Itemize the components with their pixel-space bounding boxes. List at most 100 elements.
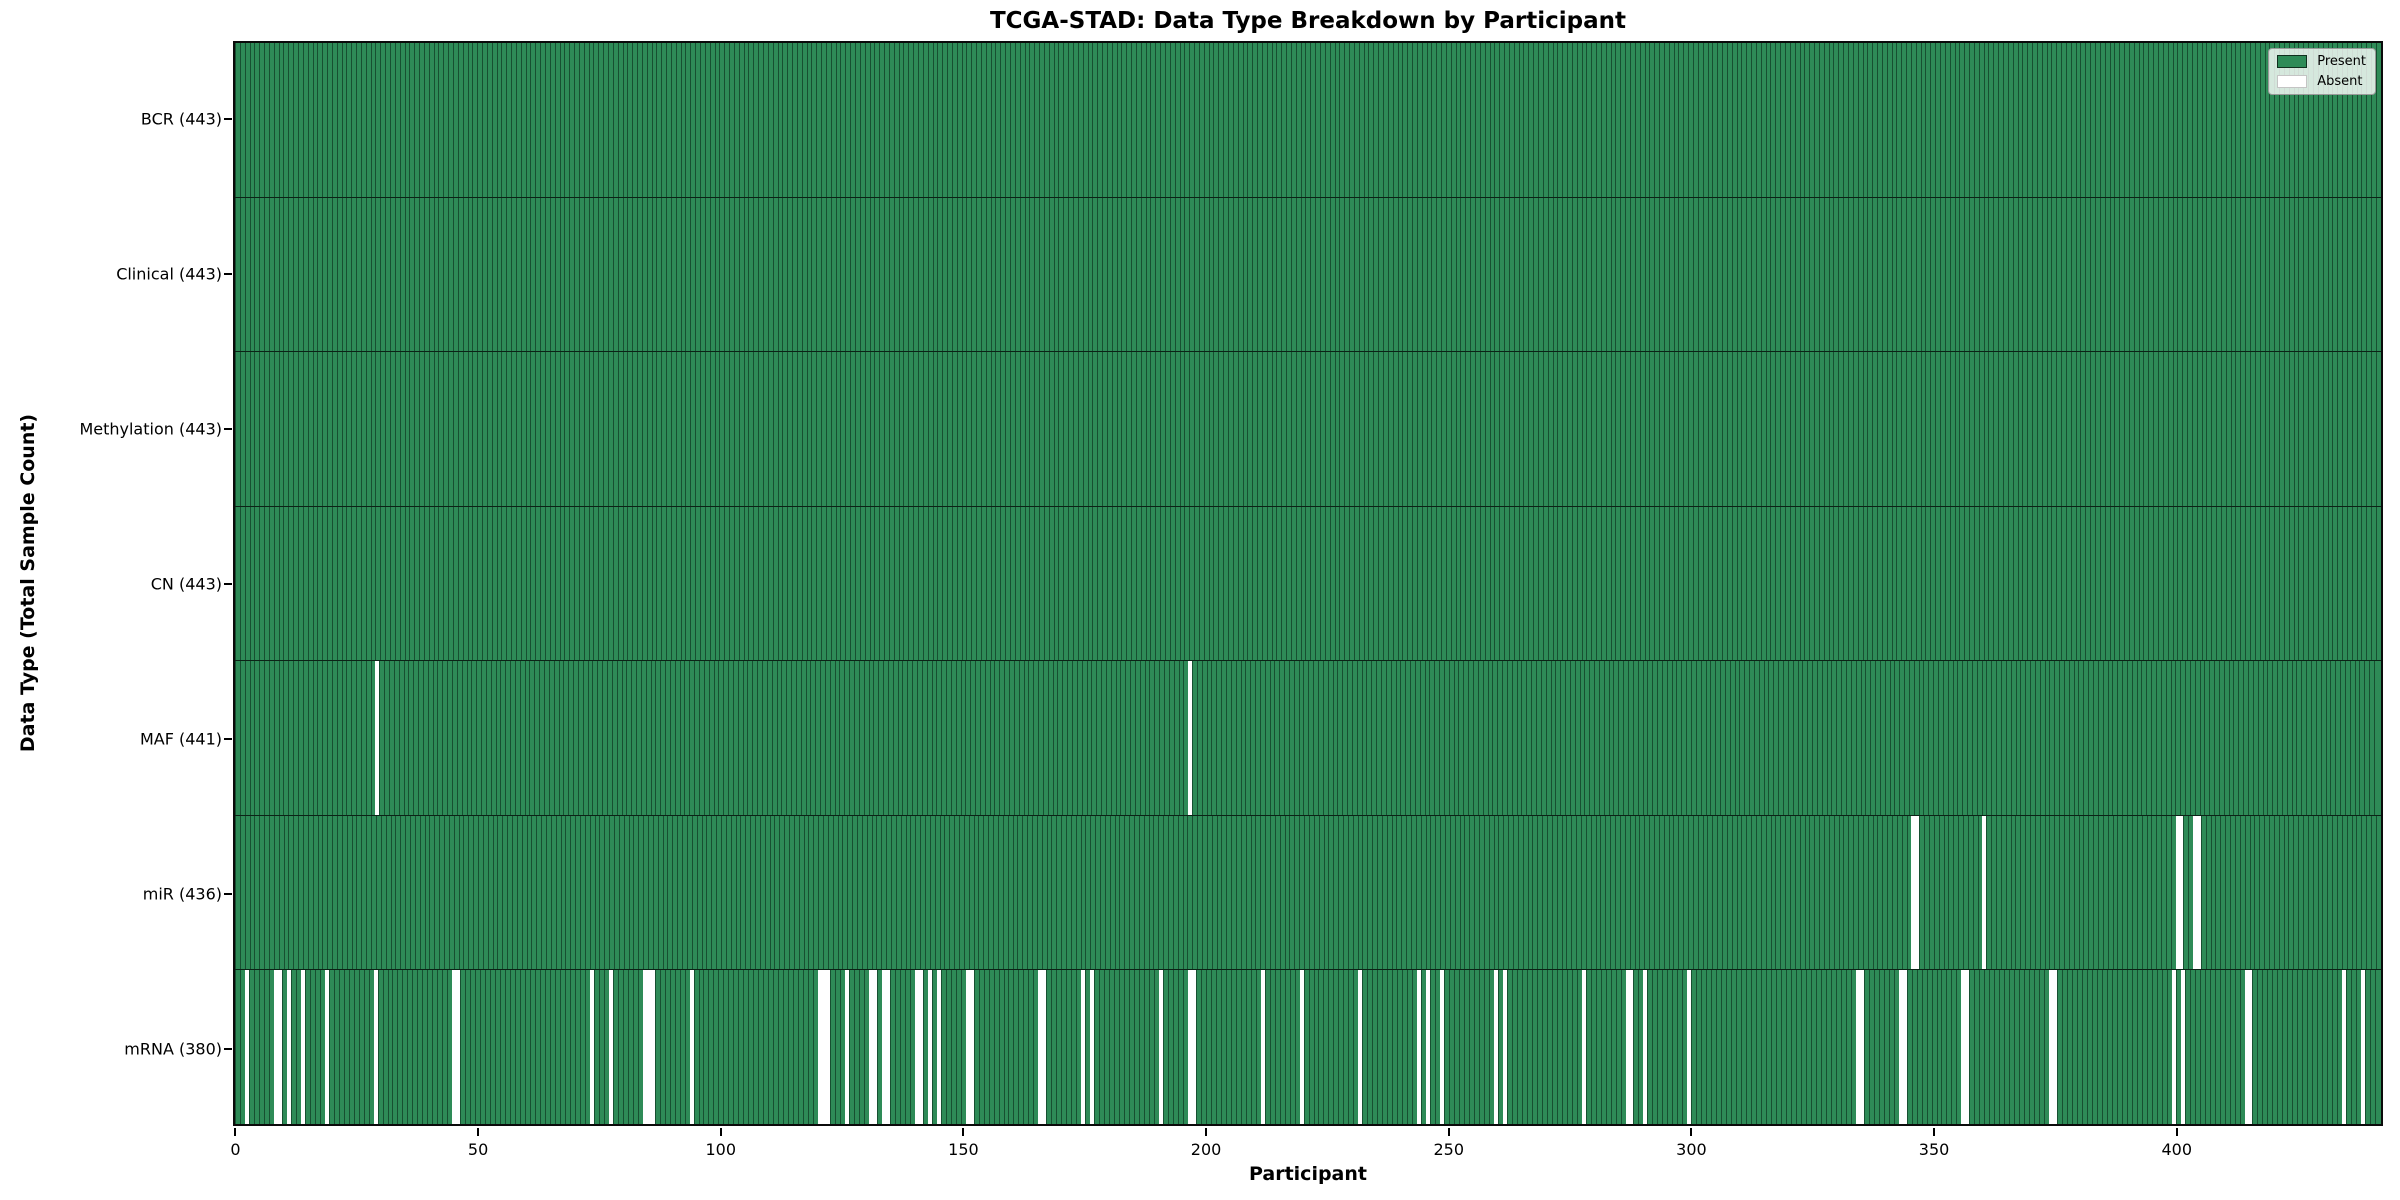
present-cell	[690, 197, 696, 352]
present-cell	[973, 970, 979, 1125]
present-cell	[719, 352, 725, 506]
present-cell	[346, 661, 352, 815]
present-cell	[2148, 43, 2154, 197]
present-cell	[2196, 197, 2202, 352]
present-cell	[917, 43, 923, 197]
x-tick-mark	[719, 1128, 722, 1136]
present-cell	[808, 815, 814, 970]
present-cell	[2087, 970, 2092, 1125]
present-cell	[486, 43, 492, 197]
present-cell	[1087, 352, 1093, 506]
absent-cell	[1493, 970, 1498, 1125]
present-cell	[942, 197, 948, 352]
present-cell	[1889, 661, 1895, 815]
present-cell	[1373, 197, 1379, 352]
present-cell	[293, 661, 298, 815]
absent-cell	[1502, 970, 1507, 1125]
present-cell	[2257, 661, 2263, 815]
present-cell	[385, 197, 390, 352]
present-cell	[583, 352, 589, 506]
present-cell	[1789, 506, 1795, 661]
present-cell	[714, 506, 720, 661]
present-cell	[753, 506, 759, 661]
present-cell	[2062, 970, 2068, 1125]
present-cell	[1794, 43, 1800, 197]
present-cell	[672, 815, 678, 970]
present-cell	[1899, 661, 1905, 815]
present-cell	[1649, 197, 1655, 352]
present-cell	[327, 506, 332, 661]
present-cell	[1276, 197, 1282, 352]
present-cell	[1894, 661, 1900, 815]
present-cell	[399, 506, 405, 661]
present-cell	[1843, 197, 1848, 352]
present-cell	[2051, 43, 2057, 197]
present-cell	[1014, 197, 1020, 352]
present-cell	[269, 815, 274, 970]
present-cell	[1736, 506, 1742, 661]
present-cell	[477, 43, 483, 197]
present-cell	[1362, 815, 1368, 970]
present-cell	[351, 815, 357, 970]
present-cell	[743, 970, 749, 1125]
present-cell	[2371, 197, 2376, 352]
present-cell	[2371, 352, 2376, 506]
present-cell	[1663, 506, 1669, 661]
present-cell	[2090, 352, 2095, 506]
present-cell	[2254, 352, 2260, 506]
present-cell	[2153, 43, 2158, 197]
present-cell	[2054, 815, 2060, 970]
present-cell	[1615, 970, 1621, 1125]
present-cell	[908, 197, 914, 352]
present-cell	[1421, 352, 1427, 506]
present-cell	[1809, 197, 1815, 352]
present-cell	[2034, 661, 2040, 815]
present-cell	[1629, 815, 1635, 970]
present-cell	[641, 506, 647, 661]
present-cell	[670, 352, 676, 506]
present-cell	[1489, 506, 1495, 661]
present-cell	[748, 970, 754, 1125]
present-cell	[1048, 506, 1054, 661]
present-cell	[405, 815, 410, 970]
present-cell	[704, 352, 710, 506]
present-cell	[2317, 43, 2323, 197]
present-cell	[1400, 661, 1406, 815]
present-cell	[1683, 815, 1688, 970]
present-cell	[1160, 197, 1165, 352]
present-cell	[661, 43, 667, 197]
present-cell	[2243, 661, 2248, 815]
present-cell	[1266, 352, 1272, 506]
present-cell	[409, 815, 415, 970]
present-cell	[1809, 43, 1815, 197]
present-cell	[1473, 661, 1478, 815]
present-cell	[1591, 506, 1597, 661]
present-cell	[1877, 43, 1882, 197]
present-cell	[554, 43, 560, 197]
present-cell	[926, 661, 932, 815]
present-cell	[1542, 197, 1548, 352]
present-cell	[1225, 661, 1231, 815]
absent-cell	[885, 970, 890, 1125]
present-cell	[990, 197, 996, 352]
present-cell	[1967, 661, 1972, 815]
present-cell	[1673, 43, 1679, 197]
present-cell	[1211, 661, 1217, 815]
present-cell	[1739, 661, 1745, 815]
present-cell	[1551, 970, 1557, 1125]
present-cell	[724, 197, 730, 352]
present-cell	[293, 43, 298, 197]
present-cell	[540, 352, 545, 506]
present-cell	[1933, 815, 1939, 970]
present-cell	[239, 43, 245, 197]
present-cell	[1378, 197, 1383, 352]
present-cell	[1882, 815, 1888, 970]
present-cell	[1328, 970, 1334, 1125]
present-cell	[1836, 661, 1842, 815]
absent-cell	[1687, 970, 1692, 1125]
present-cell	[2166, 970, 2172, 1125]
present-cell	[1857, 352, 1863, 506]
present-cell	[1216, 661, 1222, 815]
present-cell	[574, 506, 579, 661]
present-cell	[2259, 197, 2265, 352]
